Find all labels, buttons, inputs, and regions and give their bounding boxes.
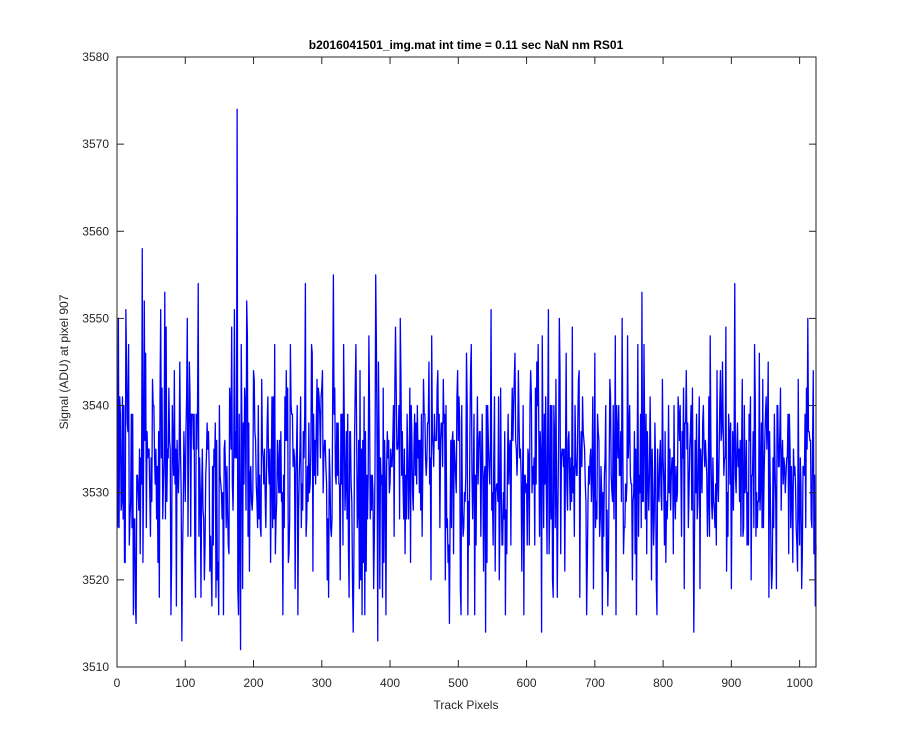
x-tick-label: 200 (244, 676, 264, 690)
x-axis-label: Track Pixels (434, 698, 499, 712)
x-tick-label: 900 (721, 676, 741, 690)
series-layer (117, 108, 817, 651)
y-tick-label: 3520 (82, 573, 109, 587)
axes-box (116, 56, 817, 668)
x-tick-label: 0 (114, 676, 121, 690)
x-tick-label: 400 (380, 676, 400, 690)
chart-title: b2016041501_img.mat int time = 0.11 sec … (309, 38, 624, 52)
y-ticks: 3510 3520 3530 3540 3550 3560 3570 3580 (82, 50, 816, 674)
x-ticks: 0 100 200 300 400 500 600 700 800 900 1000 (114, 57, 813, 690)
x-tick-label: 1000 (786, 676, 813, 690)
y-tick-label: 3580 (82, 50, 109, 64)
y-tick-label: 3510 (82, 660, 109, 674)
x-tick-label: 100 (175, 676, 195, 690)
y-axis-label: Signal (ADU) at pixel 907 (57, 294, 71, 429)
x-tick-label: 500 (448, 676, 468, 690)
y-tick-label: 3530 (82, 486, 109, 500)
x-tick-label: 300 (312, 676, 332, 690)
y-tick-label: 3570 (82, 137, 109, 151)
y-tick-label: 3540 (82, 399, 109, 413)
signal-line (117, 108, 817, 651)
y-tick-label: 3550 (82, 311, 109, 325)
y-tick-label: 3560 (82, 224, 109, 238)
x-tick-label: 700 (585, 676, 605, 690)
x-tick-label: 600 (517, 676, 537, 690)
x-tick-label: 800 (653, 676, 673, 690)
